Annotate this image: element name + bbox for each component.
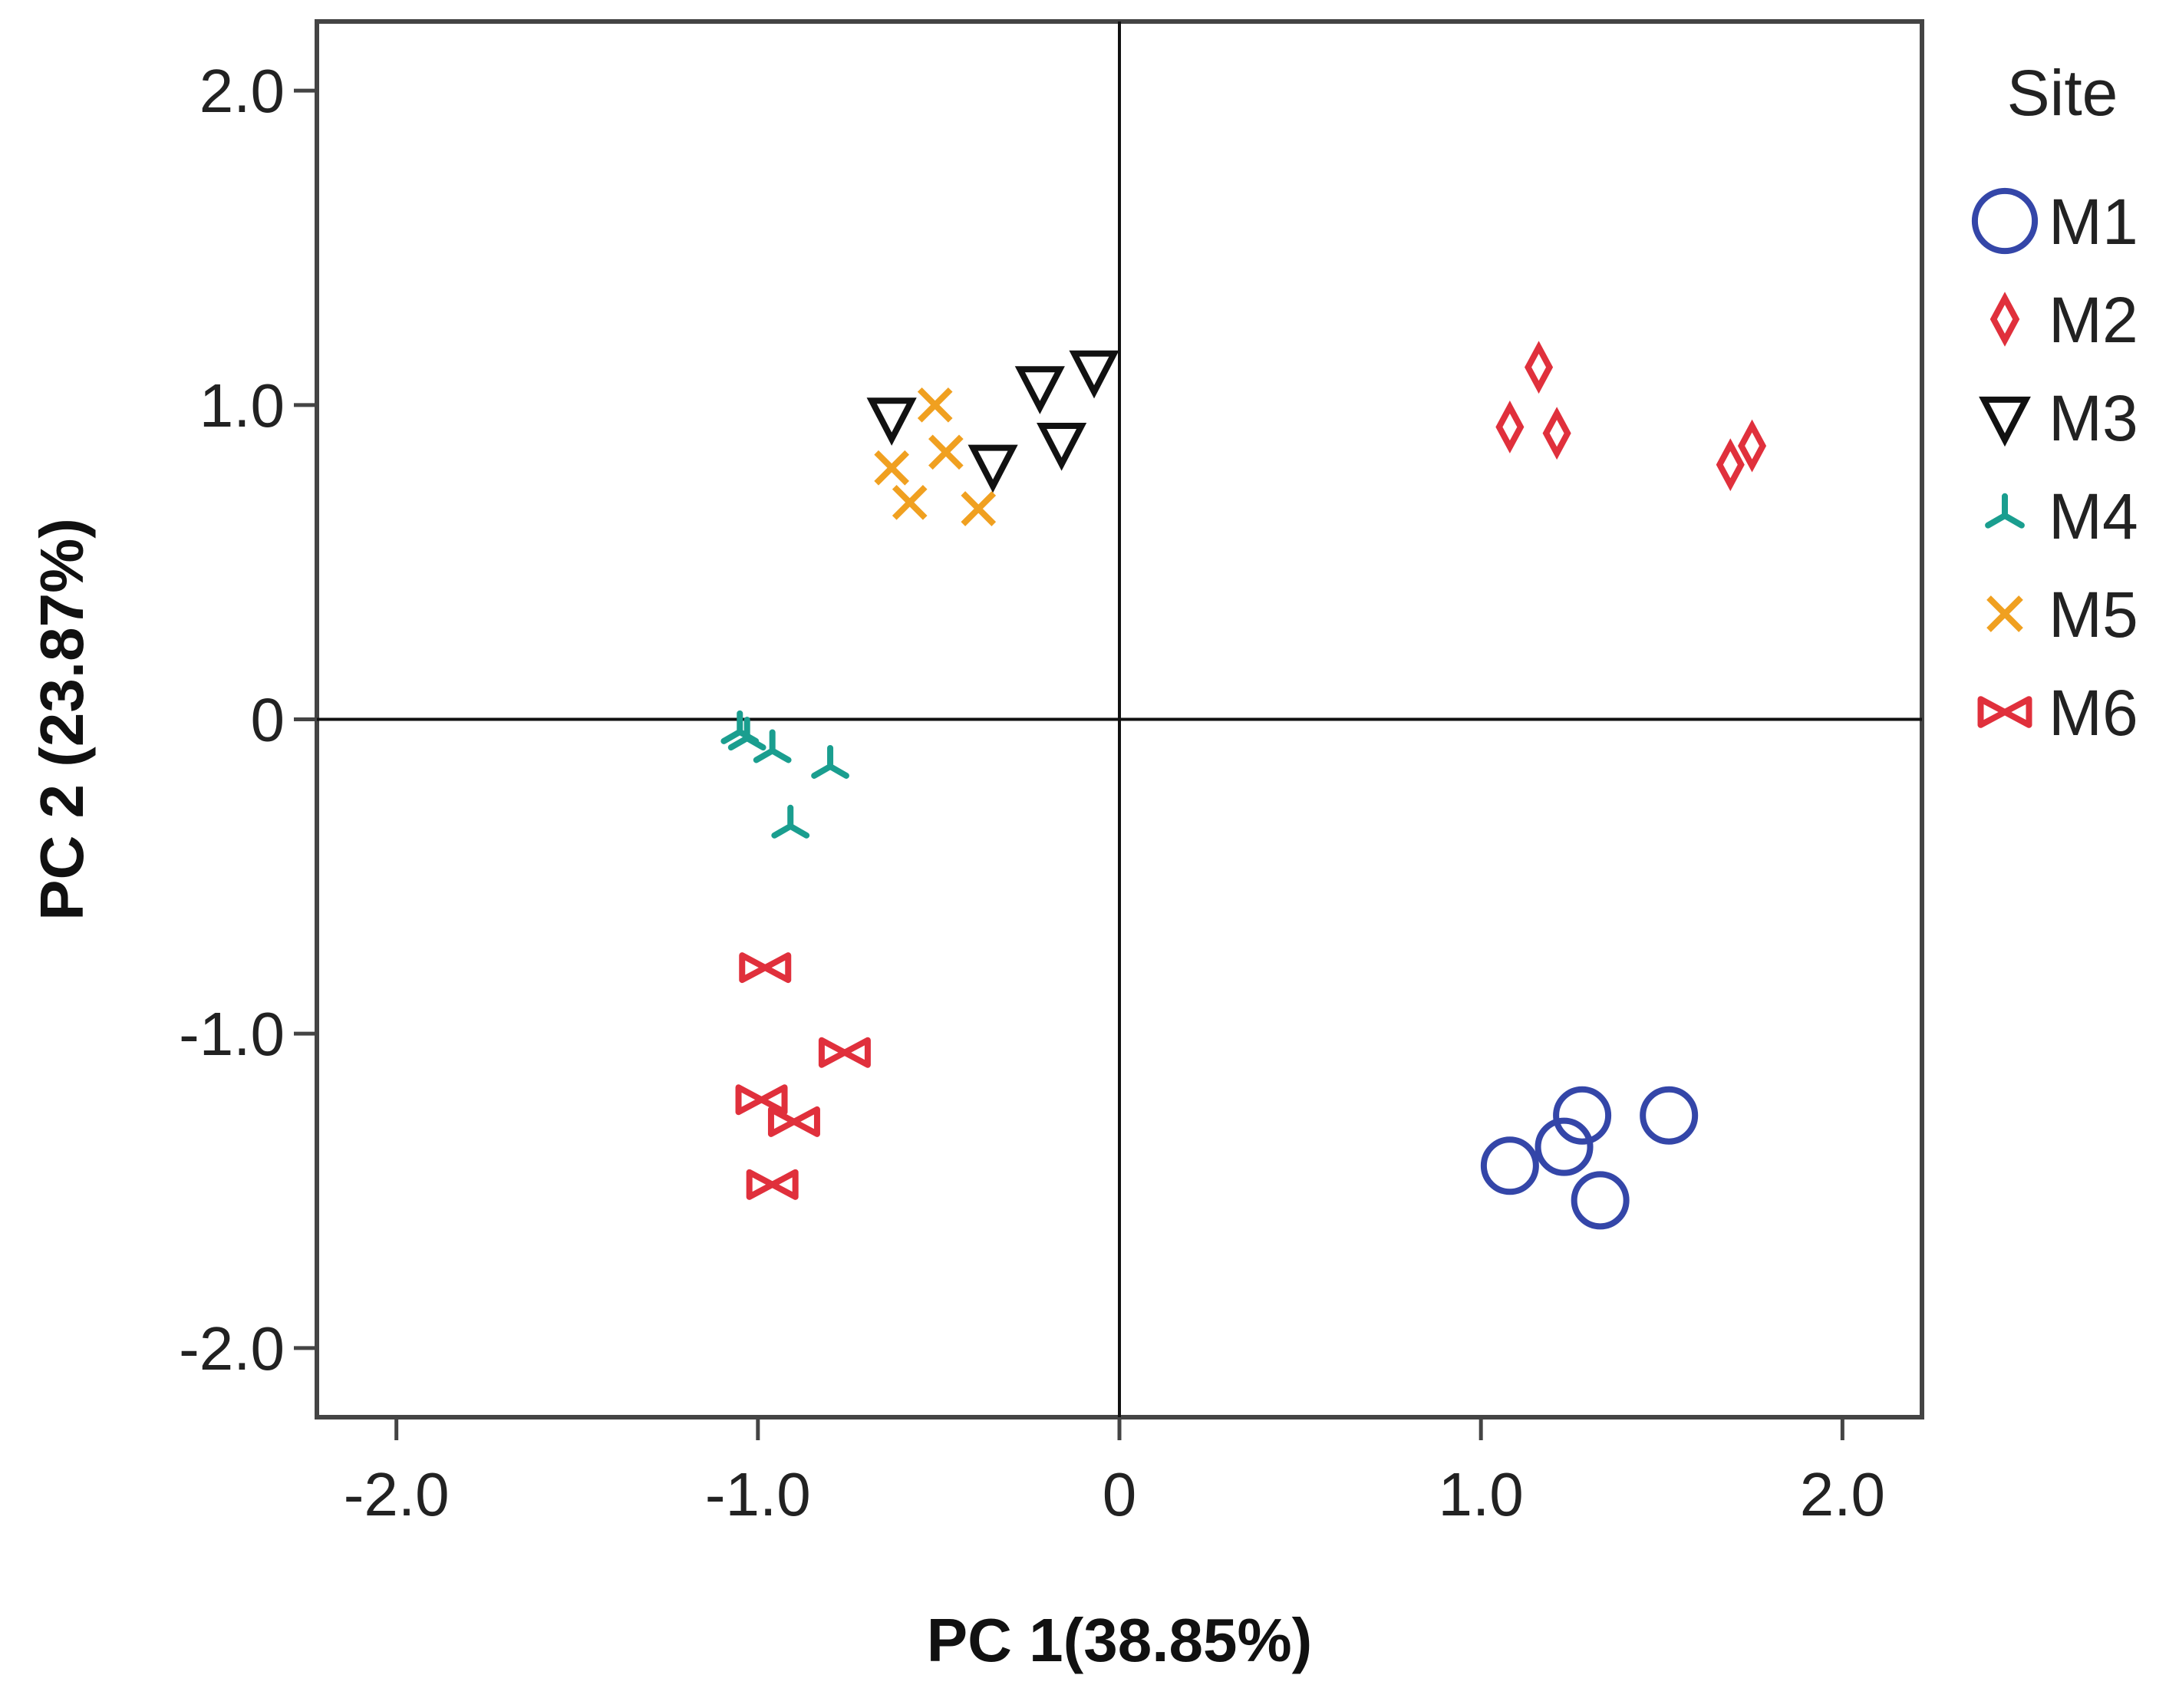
y-tick-label: 1.0	[199, 371, 285, 440]
data-point	[1542, 407, 1571, 460]
legend-item-m2: M2	[1989, 284, 2138, 356]
data-point	[771, 804, 810, 839]
x-tick-label: 0	[1103, 1460, 1137, 1528]
legend-item-m1: M1	[1971, 186, 2138, 258]
y-axis-title: PC 2 (23.87%)	[28, 518, 96, 921]
x-tick-label: 1.0	[1439, 1460, 1524, 1528]
x-tick-label: 2.0	[1800, 1460, 1885, 1528]
series-m4	[720, 710, 849, 839]
data-point	[1037, 422, 1087, 471]
x-axis-ticks: -2.0 -1.0 0 1.0 2.0	[344, 1417, 1885, 1528]
x-tick-label: -2.0	[344, 1460, 450, 1528]
data-point	[1571, 1171, 1630, 1230]
data-point	[767, 1106, 820, 1137]
data-point	[753, 729, 792, 763]
legend-label: M1	[2049, 186, 2138, 258]
legend-label: M6	[2049, 677, 2138, 749]
data-point	[1480, 1136, 1539, 1195]
y-tick-label: 0	[251, 686, 285, 754]
data-point	[1069, 350, 1119, 399]
legend: Site M1 M2 M3 M4 M5 M6	[1971, 57, 2138, 749]
series-m3	[866, 350, 1119, 493]
data-point	[739, 952, 792, 984]
y-tick-label: -2.0	[179, 1314, 285, 1383]
data-point	[1640, 1086, 1699, 1145]
data-point	[917, 387, 953, 423]
legend-item-m3: M3	[1979, 382, 2138, 454]
legend-item-m6: M6	[1977, 677, 2138, 749]
y-tick-label: -1.0	[179, 1000, 285, 1068]
legend-marker	[1989, 292, 2020, 347]
legend-label: M5	[2049, 579, 2138, 651]
legend-label: M4	[2049, 480, 2138, 552]
y-axis-ticks: -2.0 -1.0 0 1.0 2.0	[179, 57, 317, 1383]
data-point	[818, 1037, 871, 1068]
data-point	[727, 717, 766, 751]
x-axis-title: PC 1(38.85%)	[927, 1606, 1312, 1674]
data-point	[1535, 1117, 1594, 1176]
data-point	[735, 1084, 788, 1116]
data-point	[1525, 341, 1554, 394]
data-point	[1014, 366, 1065, 414]
data-point	[874, 450, 909, 486]
x-tick-label: -1.0	[705, 1460, 811, 1528]
data-point	[961, 491, 997, 526]
legend-marker	[1971, 187, 2039, 255]
data-point	[1553, 1086, 1612, 1145]
data-point	[866, 397, 917, 446]
data-point	[1738, 419, 1767, 473]
legend-item-m4: M4	[1985, 480, 2138, 552]
legend-marker	[1985, 493, 2025, 529]
legend-marker	[1979, 396, 2031, 447]
data-point	[1495, 401, 1525, 453]
legend-item-m5: M5	[1986, 579, 2138, 651]
series-m2	[1495, 341, 1767, 492]
data-point	[892, 484, 928, 520]
data-point	[968, 444, 1018, 493]
data-points	[720, 341, 1767, 1230]
legend-label: M2	[2049, 284, 2138, 356]
series-m6	[735, 952, 871, 1200]
y-tick-label: 2.0	[199, 57, 285, 125]
legend-label: M3	[2049, 382, 2138, 454]
data-point	[1716, 438, 1745, 492]
data-point	[811, 744, 849, 779]
series-m5	[874, 387, 997, 526]
data-point	[928, 434, 964, 470]
legend-marker	[1986, 595, 2023, 632]
data-point	[746, 1169, 799, 1200]
legend-title: Site	[2007, 57, 2118, 129]
series-m1	[1480, 1086, 1699, 1230]
reference-lines	[317, 21, 1922, 1417]
legend-marker	[1977, 696, 2032, 728]
